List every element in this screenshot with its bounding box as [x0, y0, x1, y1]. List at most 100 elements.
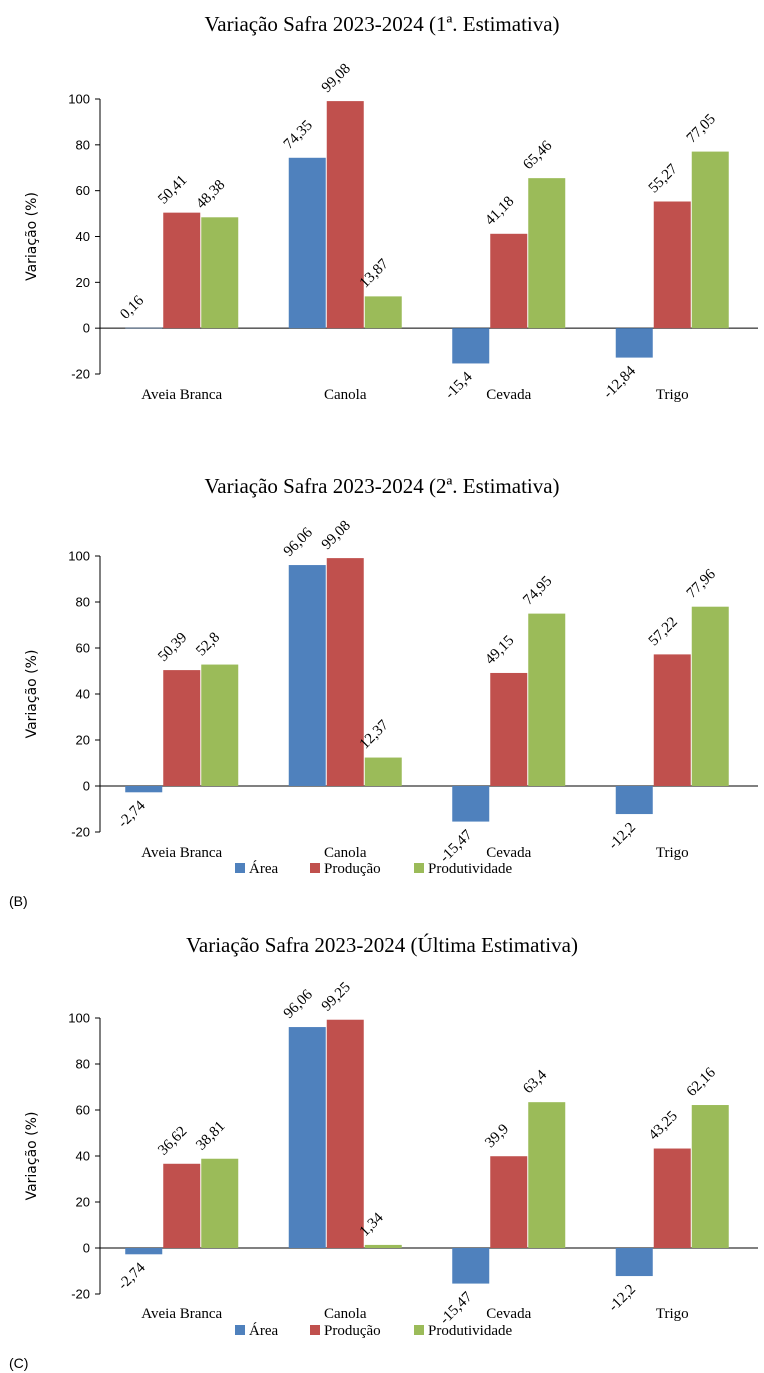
data-label: 62,16 [684, 1064, 720, 1100]
data-label: 99,25 [319, 979, 354, 1014]
data-label: 55,27 [646, 161, 682, 197]
bar-area [288, 157, 326, 329]
y-tick-label: -20 [71, 367, 90, 382]
bar-area [125, 327, 163, 329]
y-tick-label: -20 [71, 1287, 90, 1302]
y-tick-label: -20 [71, 825, 90, 840]
y-tick-label: 100 [68, 549, 90, 564]
data-label: 96,06 [281, 986, 317, 1022]
data-label: 99,08 [319, 518, 354, 553]
y-tick-label: 60 [76, 641, 90, 656]
bar-produtividade [691, 1105, 729, 1248]
y-tick-label: 0 [83, 1241, 90, 1256]
bar-produtividade [364, 757, 402, 786]
legend-label: Área [249, 860, 278, 877]
x-category-label: Canola [324, 387, 367, 403]
bar-producao [490, 233, 528, 329]
data-label: 74,95 [520, 573, 555, 608]
data-label: 0,16 [117, 292, 147, 322]
y-tick-label: 20 [76, 275, 90, 290]
bar-area [452, 1248, 490, 1284]
x-category-label: Trigo [656, 845, 689, 861]
data-label: 39,9 [482, 1121, 512, 1151]
data-label: 74,35 [281, 117, 316, 152]
data-label: 43,25 [646, 1108, 681, 1143]
y-tick-label: 20 [76, 733, 90, 748]
bar-produtividade [528, 1102, 566, 1248]
bar-area [615, 1248, 653, 1277]
bar-producao [653, 201, 691, 329]
bar-produtividade [364, 296, 402, 329]
data-label: 77,96 [684, 566, 720, 602]
bar-producao [326, 1019, 364, 1248]
data-label: 96,06 [281, 524, 317, 560]
bar-producao [326, 558, 364, 786]
data-label: 48,38 [193, 177, 228, 212]
bar-producao [653, 1148, 691, 1248]
data-label: -15,47 [437, 827, 476, 866]
y-tick-label: 60 [76, 183, 90, 198]
bar-area [288, 1027, 326, 1248]
legend-label: Produção [324, 861, 381, 877]
bar-producao [653, 654, 691, 786]
bar-produtividade [528, 178, 566, 329]
x-category-label: Canola [324, 845, 367, 861]
y-tick-label: 20 [76, 1195, 90, 1210]
data-label: 77,05 [684, 111, 719, 146]
legend-swatch-produtividade [414, 863, 424, 873]
data-label: 65,46 [520, 137, 556, 173]
y-tick-label: 100 [68, 92, 90, 107]
bar-produtividade [691, 606, 729, 786]
bar-produtividade [528, 613, 566, 786]
bar-produtividade [364, 1244, 402, 1248]
legend-label: Produtividade [428, 861, 512, 877]
y-axis-title: Variação (%) [24, 650, 40, 739]
bar-producao [326, 101, 364, 329]
data-label: 50,39 [155, 630, 190, 665]
bar-area [452, 786, 490, 822]
y-tick-label: 40 [76, 1149, 90, 1164]
data-label: -12,2 [606, 1282, 639, 1315]
x-category-label: Aveia Branca [141, 387, 222, 403]
y-tick-label: 80 [76, 1057, 90, 1072]
bar-producao [163, 212, 201, 329]
bar-producao [490, 1156, 528, 1248]
data-label: -2,74 [115, 797, 149, 831]
x-category-label: Canola [324, 1306, 367, 1322]
y-tick-label: 80 [76, 137, 90, 152]
data-label: 57,22 [646, 614, 681, 649]
y-tick-label: 80 [76, 595, 90, 610]
x-category-label: Aveia Branca [141, 1306, 222, 1322]
legend-label: Produtividade [428, 1323, 512, 1339]
x-category-label: Cevada [486, 1306, 531, 1322]
bar-area [125, 786, 163, 793]
y-tick-label: 40 [76, 687, 90, 702]
y-tick-label: 60 [76, 1103, 90, 1118]
legend-label: Produção [324, 1323, 381, 1339]
bar-area [452, 328, 490, 364]
y-axis-title: Variação (%) [24, 192, 40, 281]
legend: Área Produção Produtividade [235, 1322, 512, 1339]
data-label: 41,18 [482, 193, 517, 228]
data-label: 52,8 [193, 630, 223, 660]
data-label: 38,81 [193, 1118, 228, 1153]
bar-produtividade [691, 151, 729, 329]
data-label: -2,74 [115, 1259, 149, 1293]
bar-area [288, 565, 326, 786]
bar-area [615, 786, 653, 815]
legend-label: Área [249, 1322, 278, 1339]
legend: Área Produção Produtividade [235, 860, 512, 877]
legend-swatch-produtividade [414, 1325, 424, 1335]
data-label: -12,84 [600, 363, 639, 402]
x-category-label: Cevada [486, 387, 531, 403]
chart-2: Variação Safra 2023-2024 (2ª. Estimativa… [9, 474, 758, 909]
bar-producao [163, 670, 201, 786]
data-label: 36,62 [155, 1123, 190, 1158]
chart-1: Variação Safra 2023-2024 (1ª. Estimativa… [24, 12, 758, 403]
bar-area [615, 328, 653, 358]
chart-title: Variação Safra 2023-2024 (Última Estimat… [186, 933, 578, 957]
y-tick-label: 0 [83, 321, 90, 336]
data-label: 99,08 [319, 61, 354, 96]
chart-title: Variação Safra 2023-2024 (2ª. Estimativa… [204, 474, 559, 498]
